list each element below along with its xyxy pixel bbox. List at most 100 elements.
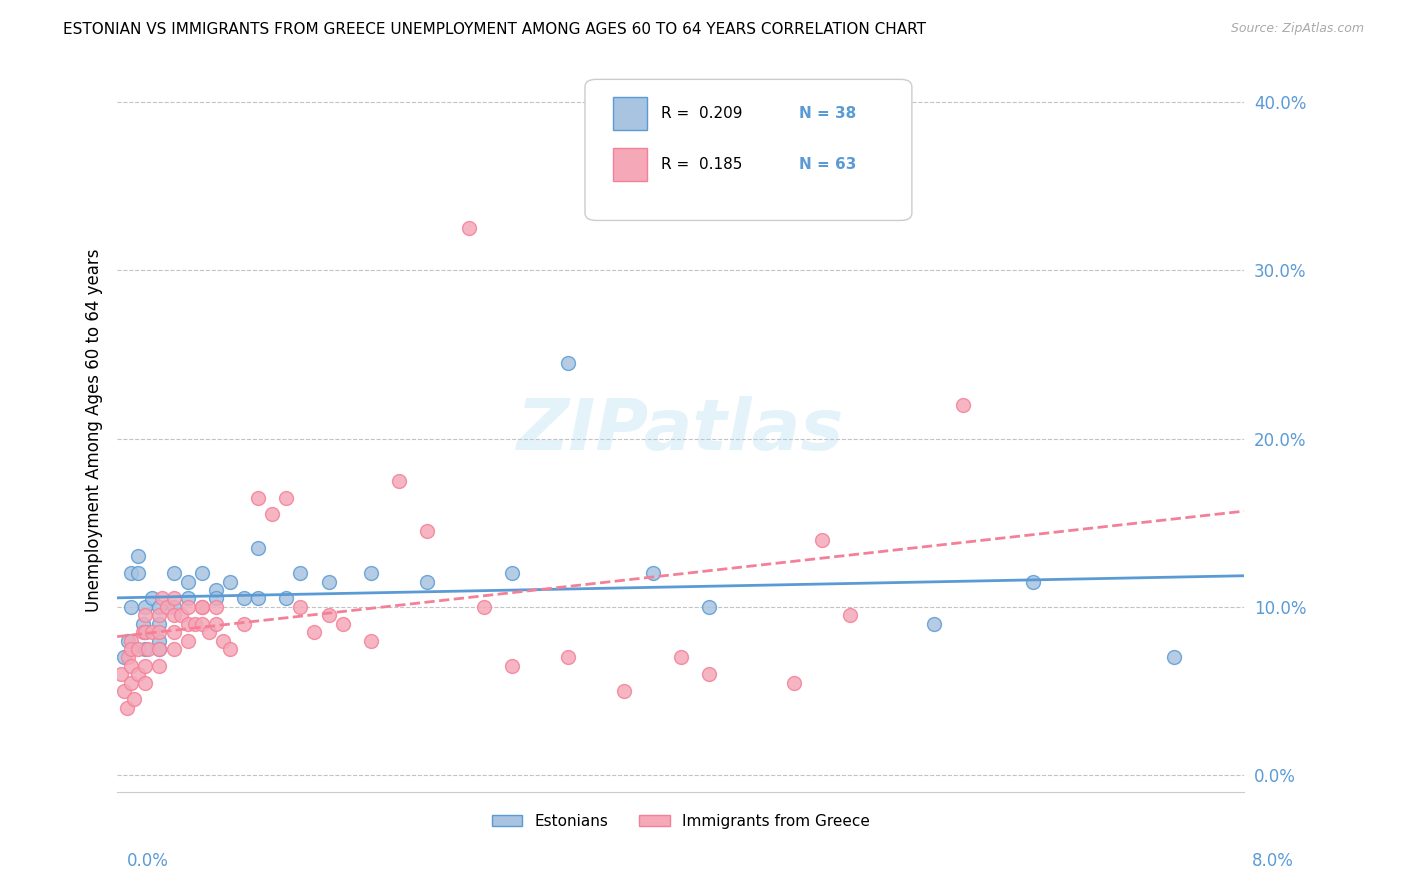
Point (110, 667, 132, 681)
Point (388, 474, 411, 488)
Point (924, 616, 946, 631)
Point (120, 642, 142, 657)
Point (501, 658, 523, 673)
Point (115, 701, 138, 715)
Point (952, 398, 974, 412)
Text: R =  0.185: R = 0.185 (661, 157, 742, 172)
Point (176, 599, 198, 614)
Point (127, 566, 149, 581)
Point (117, 650, 139, 665)
Point (141, 625, 163, 640)
Point (176, 591, 198, 606)
Point (148, 599, 170, 614)
Point (190, 566, 212, 581)
Point (332, 616, 354, 631)
Text: ZIPatlas: ZIPatlas (517, 396, 845, 465)
Point (810, 533, 832, 547)
Point (120, 633, 142, 648)
Point (162, 566, 184, 581)
Text: 0.0%: 0.0% (127, 852, 169, 870)
Point (641, 566, 664, 581)
Point (190, 616, 212, 631)
Point (134, 608, 156, 623)
Point (697, 667, 720, 681)
Point (247, 491, 270, 505)
Point (233, 591, 256, 606)
Point (134, 658, 156, 673)
Point (1163, 650, 1185, 665)
Point (190, 599, 212, 614)
Point (120, 566, 142, 581)
Text: 8.0%: 8.0% (1251, 852, 1294, 870)
Point (148, 608, 170, 623)
Text: N = 63: N = 63 (799, 157, 856, 172)
Y-axis label: Unemployment Among Ages 60 to 64 years: Unemployment Among Ages 60 to 64 years (86, 249, 103, 612)
Point (472, 599, 495, 614)
Point (290, 599, 312, 614)
Point (416, 574, 439, 589)
Point (212, 633, 235, 648)
Point (148, 616, 170, 631)
Point (205, 591, 228, 606)
Point (247, 591, 270, 606)
Point (148, 658, 170, 673)
Point (247, 541, 270, 555)
Point (127, 549, 149, 564)
Point (304, 625, 326, 640)
Point (117, 633, 139, 648)
Point (290, 566, 312, 581)
Point (205, 599, 228, 614)
Point (557, 650, 579, 665)
Point (276, 591, 298, 606)
Text: ESTONIAN VS IMMIGRANTS FROM GREECE UNEMPLOYMENT AMONG AGES 60 TO 64 YEARS CORREL: ESTONIAN VS IMMIGRANTS FROM GREECE UNEMP… (63, 22, 927, 37)
Text: N = 38: N = 38 (799, 106, 856, 121)
Point (838, 608, 860, 623)
Point (458, 221, 481, 235)
Point (219, 574, 242, 589)
Text: Source: ZipAtlas.com: Source: ZipAtlas.com (1230, 22, 1364, 36)
Point (176, 574, 198, 589)
Point (131, 625, 153, 640)
FancyBboxPatch shape (585, 79, 912, 220)
Point (360, 633, 382, 648)
Point (120, 599, 142, 614)
Point (669, 650, 692, 665)
Point (501, 566, 523, 581)
Point (112, 650, 135, 665)
Point (120, 658, 142, 673)
Point (162, 608, 184, 623)
Point (127, 642, 149, 657)
Point (318, 574, 340, 589)
FancyBboxPatch shape (613, 148, 647, 181)
Point (697, 599, 720, 614)
Point (148, 642, 170, 657)
Point (148, 642, 170, 657)
Point (127, 667, 149, 681)
Point (205, 616, 228, 631)
Point (162, 599, 184, 614)
FancyBboxPatch shape (613, 97, 647, 130)
Point (150, 591, 173, 606)
Point (134, 625, 156, 640)
Point (141, 591, 163, 606)
Point (134, 675, 156, 690)
Point (233, 616, 256, 631)
Point (416, 524, 439, 538)
Point (205, 583, 228, 598)
Point (112, 684, 135, 698)
Point (169, 608, 191, 623)
Point (148, 625, 170, 640)
Point (131, 616, 153, 631)
Point (148, 633, 170, 648)
Point (360, 566, 382, 581)
Point (219, 642, 242, 657)
Point (136, 642, 159, 657)
Point (262, 508, 284, 522)
Point (557, 356, 579, 370)
Point (1022, 574, 1045, 589)
Point (176, 633, 198, 648)
Point (176, 616, 198, 631)
Point (134, 599, 156, 614)
Point (782, 675, 804, 690)
Point (134, 625, 156, 640)
